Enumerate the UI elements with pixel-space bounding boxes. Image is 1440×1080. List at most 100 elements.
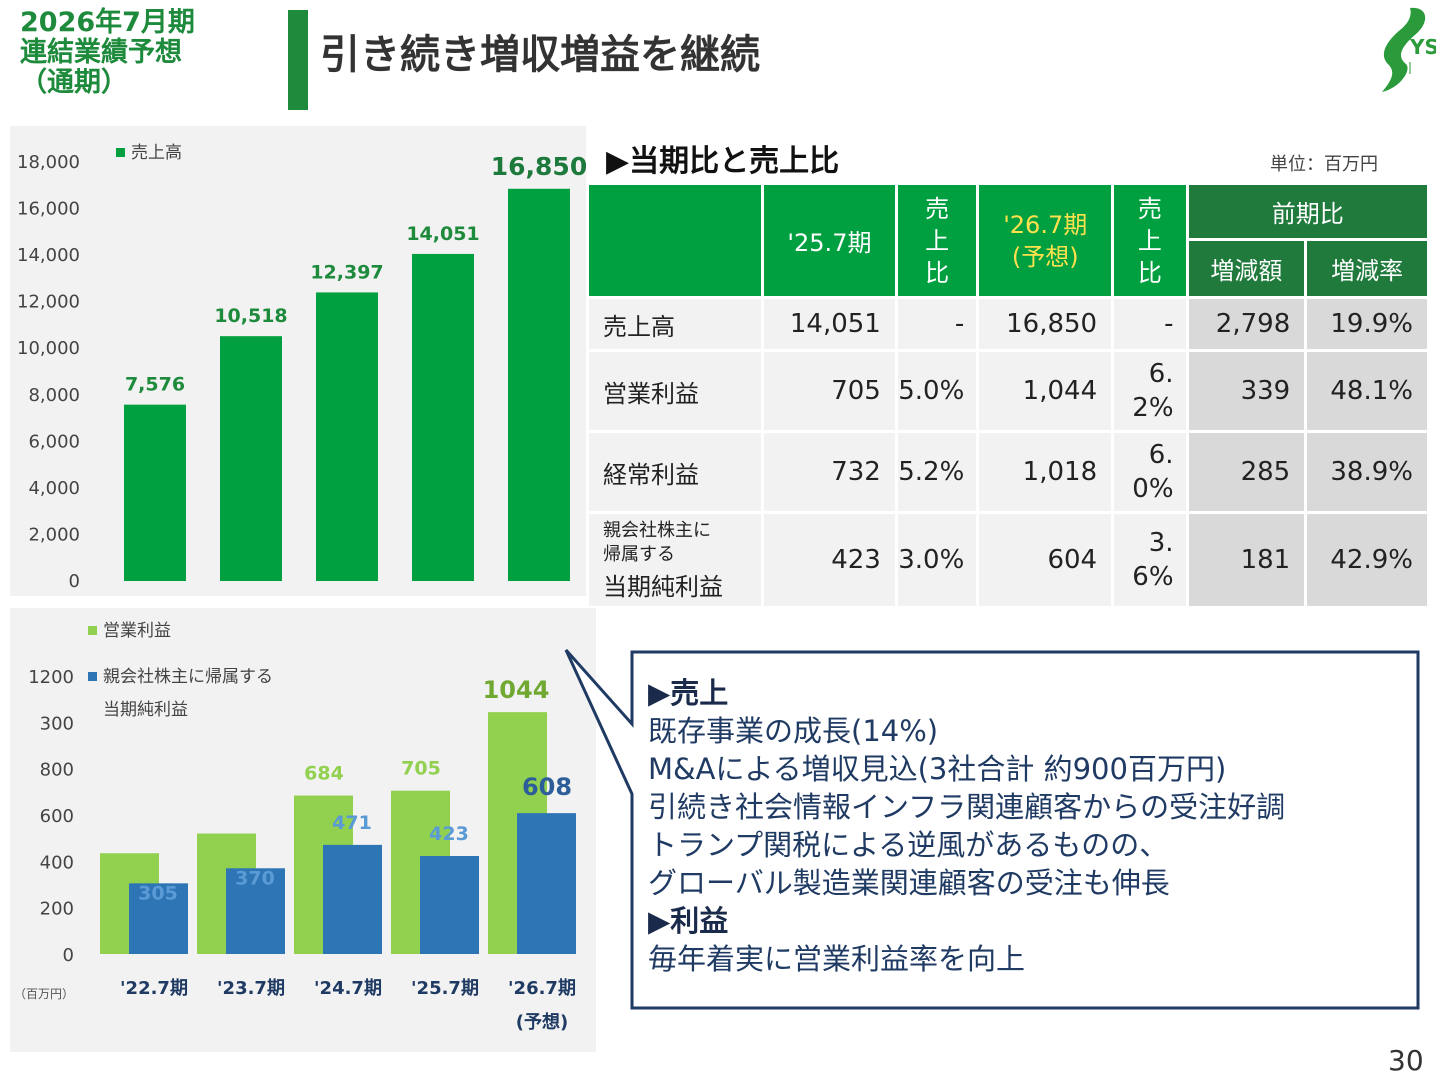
sales-bar — [316, 292, 378, 581]
callout-text: ▶売上 既存事業の成長(14%) M&Aによる増収見込(3社合計 約900百万円… — [648, 674, 1408, 978]
profit-unit-label: （百万円） — [14, 987, 74, 1001]
col-fcst-line-1: '26.7期 — [1003, 210, 1088, 239]
cell-prev-ratio: 3.0% — [897, 514, 977, 606]
sales-legend-label: 売上高 — [131, 143, 182, 163]
sales-y-tick: 4,000 — [28, 478, 80, 499]
cell-prev-ratio: 5.0% — [897, 352, 977, 430]
col-prev-ratio-text: 売上比 — [925, 194, 950, 287]
sales-bar — [508, 188, 570, 581]
sales-y-tick: 0 — [69, 571, 80, 592]
cell-fcst: 1,044 — [979, 352, 1112, 430]
kpi-table: '25.7期 売上比 '26.7期 (予想) 売上比 前期比 増減額 増減率 売… — [586, 182, 1430, 609]
profit-y-tick: 400 — [40, 852, 74, 873]
sales-bar — [220, 336, 282, 581]
cell-diff: 181 — [1188, 514, 1305, 606]
profit-y-tick: 600 — [40, 806, 74, 827]
col-prev-ratio-header: 売上比 — [897, 185, 977, 296]
cell-fcst-ratio: - — [1114, 299, 1186, 349]
sales-bar — [412, 253, 474, 581]
table-row-net-income: 親会社株主に 帰属する 当期純利益 423 3.0% 604 3.6% 181 … — [589, 514, 1427, 606]
profit-x-tick-note: (予想) — [516, 1011, 568, 1033]
period-line-2: 連結業績予想 — [20, 37, 182, 68]
op-legend-label: 営業利益 — [103, 621, 171, 641]
op-value-label: 520 — [207, 847, 247, 869]
profit-x-tick: '24.7期 — [314, 978, 382, 999]
callout-sales-line: トランプ関税による逆風があるものの、 — [648, 828, 1169, 862]
cell-fcst-ratio: 6.2% — [1114, 352, 1186, 430]
profit-y-tick: 800 — [40, 760, 74, 781]
sales-chart: 売上高 0 2,000 4,000 6,000 8,000 10,000 12,000 14,… — [17, 143, 587, 592]
sales-value-label: 16,850 — [491, 152, 586, 181]
cell-diff: 339 — [1188, 352, 1305, 430]
net-value-label: 423 — [429, 823, 469, 845]
col-fcst-line-2: (予想) — [1011, 242, 1079, 271]
col-diff-header: 増減額 — [1188, 241, 1305, 296]
sales-y-tick: 16,000 — [17, 199, 80, 220]
col-yoy-header: 前期比 — [1188, 185, 1427, 238]
cell-prev: 705 — [764, 352, 895, 430]
net-income-bar — [226, 868, 285, 954]
op-legend-swatch — [88, 626, 97, 635]
row-label-small-1: 親会社株主に — [603, 519, 711, 541]
profit-chart-panel: 営業利益 親会社株主に帰属する 当期純利益 （百万円） 0 200 400 600 80… — [10, 608, 596, 1052]
page-number: 30 — [1388, 1044, 1424, 1077]
company-logo: YS — [1382, 7, 1436, 93]
profit-y-tick: 0 — [63, 945, 74, 966]
sales-bar — [124, 404, 186, 581]
sales-y-tick: 10,000 — [17, 338, 80, 359]
period-line-3: （通期） — [20, 67, 128, 98]
cell-prev: 14,051 — [764, 299, 895, 349]
callout-sales-line: M&Aによる増収見込(3社合計 約900百万円) — [648, 752, 1227, 786]
col-prev-header: '25.7期 — [764, 185, 895, 296]
callout-profit-line: 毎年着実に営業利益率を向上 — [648, 942, 1026, 976]
title-accent-bar — [288, 10, 308, 110]
cell-rate: 42.9% — [1307, 514, 1427, 606]
col-fcst-ratio-text: 売上比 — [1137, 194, 1162, 287]
col-fcst-header: '26.7期 (予想) — [979, 185, 1112, 296]
op-value-label: 684 — [304, 763, 344, 785]
profit-x-tick: '26.7期 — [508, 978, 576, 999]
table-row-operating-profit: 営業利益 705 5.0% 1,044 6.2% 339 48.1% — [589, 352, 1427, 430]
cell-fcst: 1,018 — [979, 433, 1112, 511]
sales-y-tick: 14,000 — [17, 245, 80, 266]
sales-y-tick: 8,000 — [28, 385, 80, 406]
net-income-bar — [129, 883, 188, 954]
op-value-label: 1044 — [483, 676, 550, 704]
row-label: 営業利益 — [589, 352, 762, 430]
cell-rate: 38.9% — [1307, 433, 1427, 511]
net-legend-swatch — [88, 672, 97, 681]
logo-text: YS — [1409, 35, 1436, 59]
callout-sales-line: グローバル製造業関連顧客の受注も伸長 — [648, 866, 1170, 900]
net-value-label: 608 — [522, 773, 572, 801]
sales-value-label: 7,576 — [125, 374, 185, 396]
profit-y-tick: 1200 — [28, 667, 74, 688]
net-income-bar — [323, 844, 382, 954]
cell-prev: 423 — [764, 514, 895, 606]
callout-box — [564, 649, 1420, 1010]
callout-profit-heading: ▶利益 — [648, 904, 729, 938]
page-title: 引き続き増収増益を継続 — [320, 32, 760, 78]
net-value-label: 370 — [235, 867, 275, 889]
table-row-sales: 売上高 14,051 - 16,850 - 2,798 19.9% — [589, 299, 1427, 349]
net-income-bar — [420, 856, 479, 954]
sales-y-tick: 2,000 — [28, 524, 80, 545]
profit-x-tick: '25.7期 — [411, 978, 479, 999]
cell-fcst: 604 — [979, 514, 1112, 606]
cell-diff: 2,798 — [1188, 299, 1305, 349]
cell-rate: 19.9% — [1307, 299, 1427, 349]
net-value-label: 305 — [138, 882, 178, 904]
sales-legend-swatch — [116, 148, 125, 157]
op-value-label: 435 — [110, 866, 150, 888]
cell-diff: 285 — [1188, 433, 1305, 511]
profit-y-tick: 300 — [40, 713, 74, 734]
col-rate-header: 増減率 — [1307, 241, 1427, 296]
row-label-small-2: 帰属する — [603, 543, 675, 565]
cell-prev-ratio: - — [897, 299, 977, 349]
sales-value-label: 14,051 — [406, 223, 479, 245]
period-heading: 2026年7月期 連結業績予想 （通期） — [20, 8, 270, 98]
sales-value-label: 12,397 — [310, 261, 383, 283]
table-corner — [589, 185, 762, 296]
table-section-title: ▶当期比と売上比 — [606, 144, 840, 179]
profit-y-tick: 200 — [40, 899, 74, 920]
sales-y-tick: 18,000 — [17, 152, 80, 173]
